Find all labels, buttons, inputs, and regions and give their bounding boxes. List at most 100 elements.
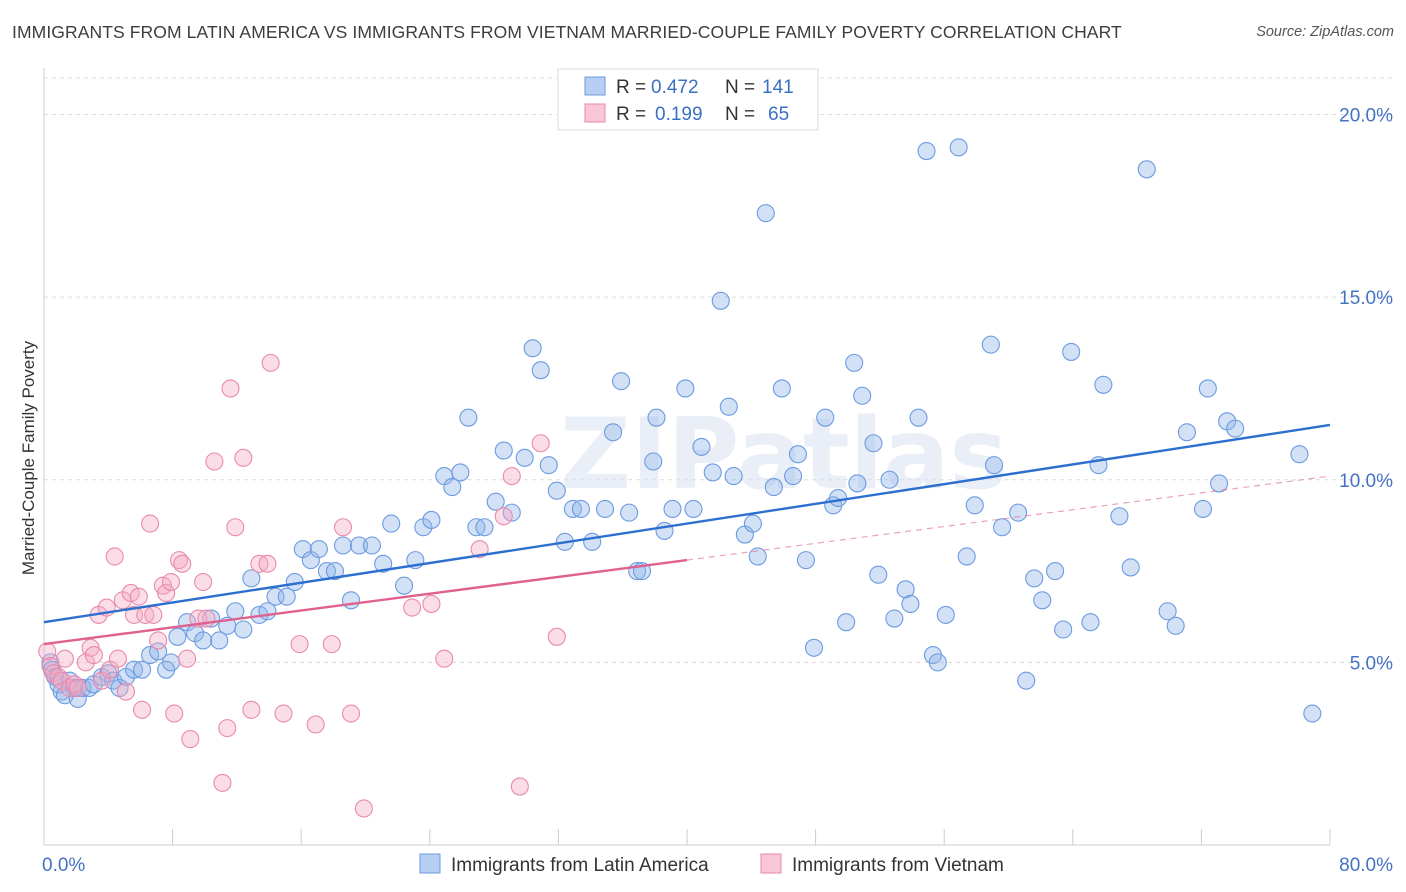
point-latin-america-124 [1025,569,1044,588]
point-latin-america-109 [896,580,915,599]
point-latin-america-60 [494,441,513,460]
legend-n-value-1: 65 [768,104,789,125]
point-latin-america-62 [515,448,534,467]
point-latin-america-92 [764,478,783,497]
point-latin-america-108 [885,609,904,628]
point-vietnam-40 [213,773,232,792]
point-vietnam-16 [105,547,124,566]
point-latin-america-78 [647,408,666,427]
point-vietnam-44 [234,448,253,467]
axes [43,68,1331,846]
point-latin-america-71 [595,499,615,519]
point-vietnam-8 [68,678,87,697]
point-latin-america-98 [816,408,835,427]
point-latin-america-56 [459,408,478,427]
point-vietnam-19 [116,682,136,701]
point-latin-america-23 [168,627,187,646]
y-tick-label-2: 15.0% [1339,288,1393,309]
point-vietnam-64 [547,627,566,646]
point-latin-america-40 [309,540,328,559]
point-latin-america-119 [981,335,1000,354]
point-vietnam-17 [108,649,127,668]
point-latin-america-94 [784,467,803,486]
point-latin-america-135 [1158,602,1177,621]
legend-swatch-vietnam [584,103,606,123]
point-latin-america-43 [333,536,353,555]
point-latin-america-72 [604,423,623,442]
point-latin-america-44 [341,591,361,610]
point-vietnam-54 [341,704,361,723]
point-vietnam-0 [38,642,57,661]
point-vietnam-5 [55,649,74,668]
series-swatch-latin-america [419,853,441,874]
point-latin-america-101 [837,613,856,632]
point-vietnam-29 [157,583,176,603]
point-latin-america-122 [1009,503,1028,522]
point-vietnam-33 [173,554,192,573]
point-latin-america-32 [242,569,261,588]
point-vietnam-50 [290,635,309,654]
point-latin-america-142 [1226,419,1245,438]
point-latin-america-63 [523,339,542,358]
point-latin-america-73 [612,372,631,391]
series-label-vietnam: Immigrants from Vietnam [792,855,1004,876]
legend-r-value-1: 0.199 [655,104,703,125]
point-latin-america-111 [909,408,928,427]
point-latin-america-96 [796,551,816,570]
point-latin-america-52 [422,510,441,529]
point-latin-america-112 [917,141,936,161]
point-latin-america-116 [949,138,968,157]
point-latin-america-89 [743,514,762,533]
point-vietnam-57 [422,594,441,613]
legend-r-value-0: 0.472 [651,77,699,98]
point-latin-america-58 [475,518,494,537]
point-vietnam-49 [274,704,293,723]
point-latin-america-97 [804,638,824,657]
trend-lines [43,423,1331,646]
point-latin-america-104 [853,386,872,405]
point-latin-america-115 [936,605,955,624]
x-tick-label-1: 80.0% [1339,855,1393,876]
legend-r-label-1: R = [616,104,646,125]
point-vietnam-58 [435,649,454,668]
point-latin-america-121 [993,518,1012,537]
y-tick-label-1: 10.0% [1339,471,1393,492]
point-vietnam-59 [470,540,489,559]
point-vietnam-35 [181,730,200,749]
point-latin-america-83 [692,437,711,456]
point-latin-america-47 [374,554,393,573]
point-latin-america-36 [277,587,296,606]
point-latin-america-123 [1017,671,1036,690]
chart-title: IMMIGRANTS FROM LATIN AMERICA VS IMMIGRA… [12,22,1122,42]
point-vietnam-26 [144,605,163,624]
point-latin-america-54 [443,478,462,497]
point-vietnam-25 [141,514,160,533]
point-latin-america-136 [1166,616,1185,635]
point-latin-america-132 [1110,507,1129,526]
point-vietnam-55 [354,799,373,818]
point-latin-america-20 [149,642,168,661]
point-latin-america-144 [1290,445,1309,464]
point-latin-america-137 [1177,423,1196,442]
point-latin-america-143 [1303,704,1322,723]
y-axis-label: Married-Couple Family Poverty [19,340,38,575]
point-latin-america-66 [547,481,566,500]
source-credit: Source: ZipAtlas.com [1256,24,1394,40]
legend-n-label-1: N = [725,104,755,125]
point-latin-america-81 [676,379,695,398]
point-latin-america-138 [1193,499,1213,519]
point-vietnam-11 [84,646,103,665]
point-latin-america-28 [210,631,229,650]
point-latin-america-117 [957,547,976,566]
point-vietnam-30 [161,572,181,592]
point-latin-america-64 [531,361,550,380]
point-vietnam-37 [194,572,213,592]
point-latin-america-106 [869,565,888,584]
legend-n-value-0: 141 [762,77,794,98]
trend-line-vietnam [43,558,688,646]
point-vietnam-22 [129,587,148,606]
point-vietnam-60 [494,507,513,526]
point-latin-america-84 [703,463,722,482]
point-latin-america-91 [756,204,775,223]
